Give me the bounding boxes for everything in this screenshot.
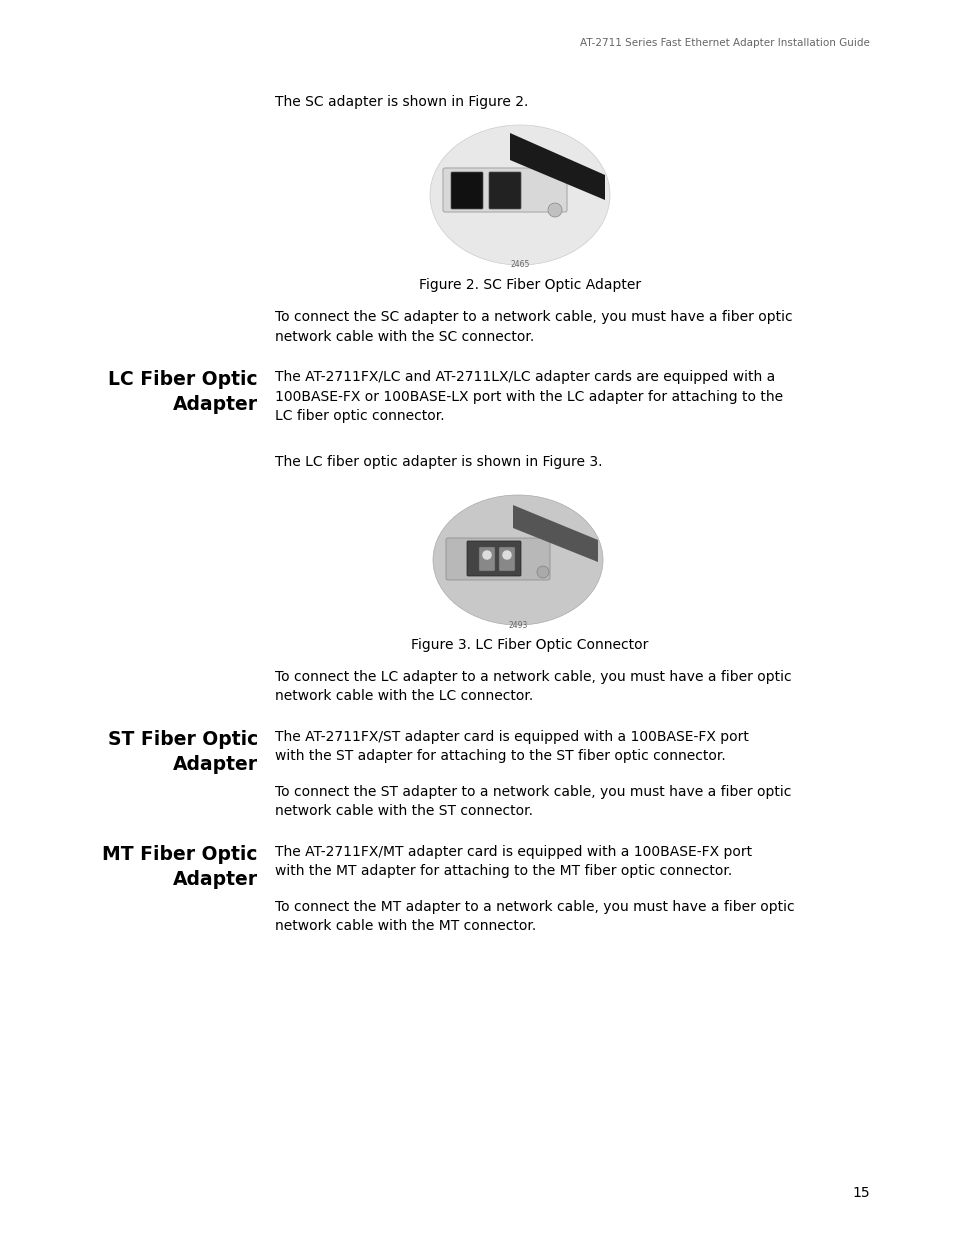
Text: 15: 15 (851, 1186, 869, 1200)
Text: To connect the SC adapter to a network cable, you must have a fiber optic
networ: To connect the SC adapter to a network c… (274, 310, 792, 343)
Text: The AT-2711FX/ST adapter card is equipped with a 100BASE-FX port
with the ST ada: The AT-2711FX/ST adapter card is equippe… (274, 730, 748, 763)
Text: The AT-2711FX/LC and AT-2711LX/LC adapter cards are equipped with a
100BASE-FX o: The AT-2711FX/LC and AT-2711LX/LC adapte… (274, 370, 782, 424)
Circle shape (547, 203, 561, 217)
Text: LC Fiber Optic: LC Fiber Optic (109, 370, 257, 389)
FancyBboxPatch shape (446, 538, 550, 580)
Circle shape (481, 550, 492, 559)
Text: To connect the LC adapter to a network cable, you must have a fiber optic
networ: To connect the LC adapter to a network c… (274, 671, 791, 704)
FancyBboxPatch shape (489, 172, 520, 209)
Text: To connect the MT adapter to a network cable, you must have a fiber optic
networ: To connect the MT adapter to a network c… (274, 900, 794, 934)
Ellipse shape (433, 495, 602, 625)
Text: Adapter: Adapter (172, 755, 257, 774)
FancyBboxPatch shape (467, 541, 520, 576)
Ellipse shape (430, 125, 609, 266)
Text: Adapter: Adapter (172, 869, 257, 889)
Text: Figure 3. LC Fiber Optic Connector: Figure 3. LC Fiber Optic Connector (411, 638, 648, 652)
Circle shape (501, 550, 512, 559)
Text: The AT-2711FX/MT adapter card is equipped with a 100BASE-FX port
with the MT ada: The AT-2711FX/MT adapter card is equippe… (274, 845, 751, 878)
Text: 2493: 2493 (508, 621, 527, 630)
Text: ST Fiber Optic: ST Fiber Optic (108, 730, 257, 748)
Polygon shape (513, 505, 598, 562)
Text: To connect the ST adapter to a network cable, you must have a fiber optic
networ: To connect the ST adapter to a network c… (274, 785, 791, 819)
FancyBboxPatch shape (478, 547, 495, 571)
FancyBboxPatch shape (498, 547, 515, 571)
Text: Figure 2. SC Fiber Optic Adapter: Figure 2. SC Fiber Optic Adapter (418, 278, 640, 291)
Text: AT-2711 Series Fast Ethernet Adapter Installation Guide: AT-2711 Series Fast Ethernet Adapter Ins… (579, 38, 869, 48)
Text: The SC adapter is shown in Figure 2.: The SC adapter is shown in Figure 2. (274, 95, 528, 109)
FancyBboxPatch shape (451, 172, 482, 209)
FancyBboxPatch shape (442, 168, 566, 212)
Text: 2465: 2465 (510, 261, 529, 269)
Text: Adapter: Adapter (172, 395, 257, 414)
Text: MT Fiber Optic: MT Fiber Optic (102, 845, 257, 864)
Text: The LC fiber optic adapter is shown in Figure 3.: The LC fiber optic adapter is shown in F… (274, 454, 602, 469)
Polygon shape (510, 133, 604, 200)
Circle shape (537, 566, 548, 578)
